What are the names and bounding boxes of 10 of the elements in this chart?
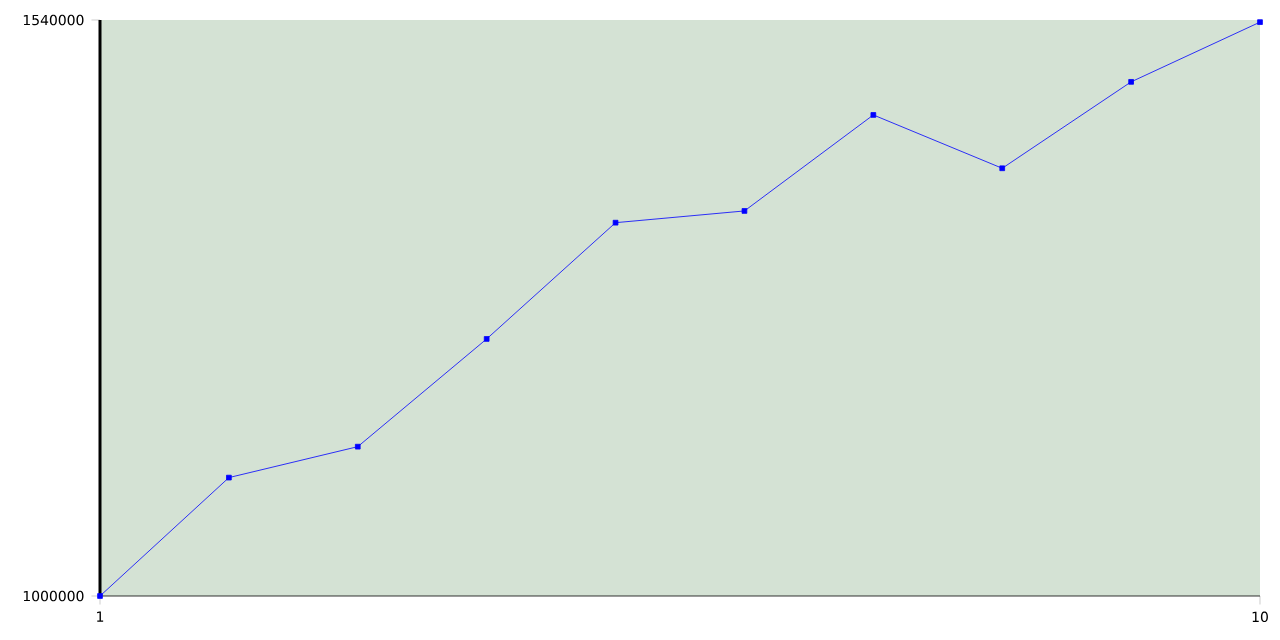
point (612, 219, 619, 226)
point (1128, 79, 1134, 85)
point (999, 165, 1006, 172)
point (1257, 19, 1263, 25)
point (226, 474, 232, 481)
point (97, 593, 103, 599)
point (354, 443, 361, 450)
point (741, 208, 748, 214)
point (870, 112, 877, 118)
point (483, 336, 490, 342)
